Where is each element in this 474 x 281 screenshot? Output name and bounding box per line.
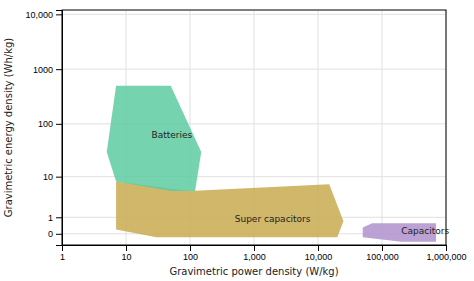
y-tick: 0 <box>48 229 62 239</box>
y-axis-line <box>56 11 63 246</box>
region <box>116 181 343 237</box>
grid-line-x <box>382 10 383 245</box>
y-tick-label: 10,000 <box>25 10 53 20</box>
grid-line-y <box>62 14 446 15</box>
y-tick: 1 <box>48 213 62 223</box>
y-tick-mark <box>56 217 62 218</box>
y-tick: 10 <box>43 172 62 182</box>
y-tick-mark <box>56 124 62 125</box>
y-tick-label: 10 <box>43 172 53 182</box>
x-tick-mark <box>126 245 127 251</box>
x-tick-mark <box>318 245 319 251</box>
x-tick-mark <box>190 245 191 251</box>
x-tick-label: 10 <box>121 252 131 262</box>
plot-area <box>107 86 436 242</box>
y-axis: 10,00010001001010 <box>25 10 62 246</box>
region-label: Capacitors <box>401 226 449 236</box>
x-tick-mark <box>254 245 255 251</box>
x-axis-line <box>63 246 447 252</box>
x-tick: 1,000 <box>243 245 266 262</box>
x-tick-mark <box>382 245 383 251</box>
y-tick-label: 1000 <box>33 65 53 75</box>
y-tick-mark <box>56 234 62 235</box>
grid-line-y <box>62 69 446 70</box>
y-tick: 100 <box>38 119 62 129</box>
x-tick: 100 <box>183 245 198 262</box>
x-tick-label: 100 <box>183 252 198 262</box>
region-label: Batteries <box>151 130 192 140</box>
y-tick-mark <box>56 14 62 15</box>
x-tick-label: 100,000 <box>366 252 399 262</box>
y-tick: 1000 <box>33 65 62 75</box>
y-tick-mark <box>56 69 62 70</box>
x-tick: 100,000 <box>366 245 399 262</box>
annotations: Super capacitors Batteries Capacitors <box>151 130 449 236</box>
x-tick: 10 <box>121 245 131 262</box>
y-tick-label: 100 <box>38 119 53 129</box>
grid <box>62 10 446 245</box>
region <box>107 86 202 191</box>
x-tick-label: 1,000,000 <box>426 252 466 262</box>
x-axis-title: Gravimetric power density (W/kg) <box>169 266 338 277</box>
y-axis-title: Gravimetric energy density (Wh/kg) <box>3 38 14 218</box>
x-tick-label: 1 <box>60 252 65 262</box>
region-label: Super capacitors <box>235 214 311 224</box>
x-tick-mark <box>446 245 447 251</box>
x-tick: 1 <box>60 245 65 262</box>
y-tick-label: 1 <box>48 213 53 223</box>
plot-frame <box>62 10 446 245</box>
x-tick: 10,000 <box>305 245 333 262</box>
x-tick: 1,000,000 <box>426 245 466 262</box>
y-tick-mark <box>56 177 62 178</box>
chart: 1101001,00010,000100,0001,000,00010,0001… <box>0 0 474 281</box>
y-tick-label: 0 <box>48 229 53 239</box>
x-tick-label: 10,000 <box>305 252 333 262</box>
x-tick-label: 1,000 <box>243 252 266 262</box>
x-axis: 1 10 100 1,000 10,000 100,000 1,000,000 <box>60 245 467 262</box>
y-tick: 10,000 <box>25 10 62 20</box>
